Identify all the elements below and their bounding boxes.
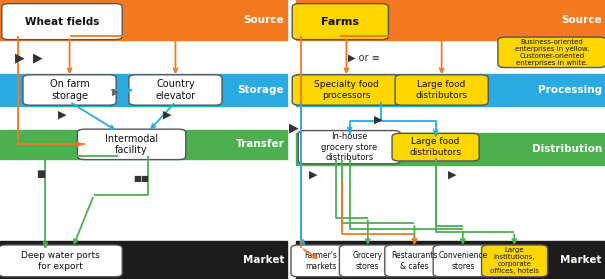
FancyBboxPatch shape: [385, 245, 445, 277]
Text: Transfer: Transfer: [235, 140, 284, 149]
Text: ▶: ▶: [309, 169, 317, 179]
Text: Large food
distributors: Large food distributors: [410, 138, 462, 157]
Text: ▶: ▶: [112, 86, 119, 97]
Text: ▶: ▶: [289, 122, 299, 135]
Text: ▶ or ≡: ▶ or ≡: [348, 53, 379, 63]
Text: Source: Source: [561, 15, 602, 25]
Text: Market: Market: [560, 255, 602, 265]
Text: Farmer's
markets: Farmer's markets: [304, 251, 338, 271]
Text: ▶: ▶: [163, 110, 172, 120]
FancyBboxPatch shape: [77, 129, 186, 160]
Text: Farms: Farms: [321, 17, 359, 27]
Text: Grocery
stores: Grocery stores: [353, 251, 383, 271]
Bar: [296, 74, 605, 106]
Text: ■: ■: [36, 169, 45, 179]
Text: ■■: ■■: [133, 174, 149, 183]
Text: Convenience
stores: Convenience stores: [439, 251, 488, 271]
Text: Distribution: Distribution: [532, 144, 602, 153]
Text: Specialty food
processors: Specialty food processors: [314, 80, 379, 100]
Bar: [296, 133, 605, 165]
Text: Country
elevator: Country elevator: [155, 79, 195, 101]
Text: Storage: Storage: [238, 85, 284, 95]
FancyBboxPatch shape: [23, 75, 116, 105]
FancyBboxPatch shape: [129, 75, 222, 105]
Text: Deep water ports
for export: Deep water ports for export: [21, 251, 100, 271]
Text: ▶: ▶: [15, 51, 25, 64]
Bar: [0, 0, 287, 40]
FancyBboxPatch shape: [498, 37, 605, 68]
Bar: [296, 0, 605, 40]
FancyBboxPatch shape: [298, 131, 401, 164]
FancyBboxPatch shape: [392, 133, 479, 161]
FancyBboxPatch shape: [482, 245, 548, 277]
FancyBboxPatch shape: [395, 75, 488, 105]
Bar: [0, 241, 287, 279]
FancyBboxPatch shape: [0, 245, 122, 277]
FancyBboxPatch shape: [339, 245, 396, 277]
Text: Wheat fields: Wheat fields: [25, 17, 99, 27]
Text: Business-oriented
enterprises in yellow.
Customer-oriented
enterprises in white.: Business-oriented enterprises in yellow.…: [515, 39, 589, 66]
Bar: [0, 130, 287, 159]
FancyBboxPatch shape: [2, 4, 122, 40]
Bar: [0, 74, 287, 106]
Bar: [296, 241, 605, 279]
Text: ▶: ▶: [448, 169, 456, 179]
Text: ▶: ▶: [57, 110, 66, 120]
Text: ▶: ▶: [33, 51, 43, 64]
Text: Processing: Processing: [538, 85, 602, 95]
Text: Intermodal
facility: Intermodal facility: [105, 134, 158, 155]
FancyBboxPatch shape: [292, 4, 388, 40]
Text: ▶: ▶: [374, 115, 382, 125]
Text: Source: Source: [244, 15, 284, 25]
Text: Market: Market: [243, 255, 284, 265]
Text: In-house
grocery store
distributors: In-house grocery store distributors: [321, 132, 378, 162]
FancyBboxPatch shape: [292, 75, 401, 105]
Text: Restaurants
& cafes: Restaurants & cafes: [391, 251, 438, 271]
FancyBboxPatch shape: [433, 245, 493, 277]
Text: Large
institutions,
corporate
offices, hotels: Large institutions, corporate offices, h…: [490, 247, 539, 274]
Text: On farm
storage: On farm storage: [50, 79, 90, 101]
FancyBboxPatch shape: [291, 245, 351, 277]
Text: Large food
distributors: Large food distributors: [416, 80, 468, 100]
